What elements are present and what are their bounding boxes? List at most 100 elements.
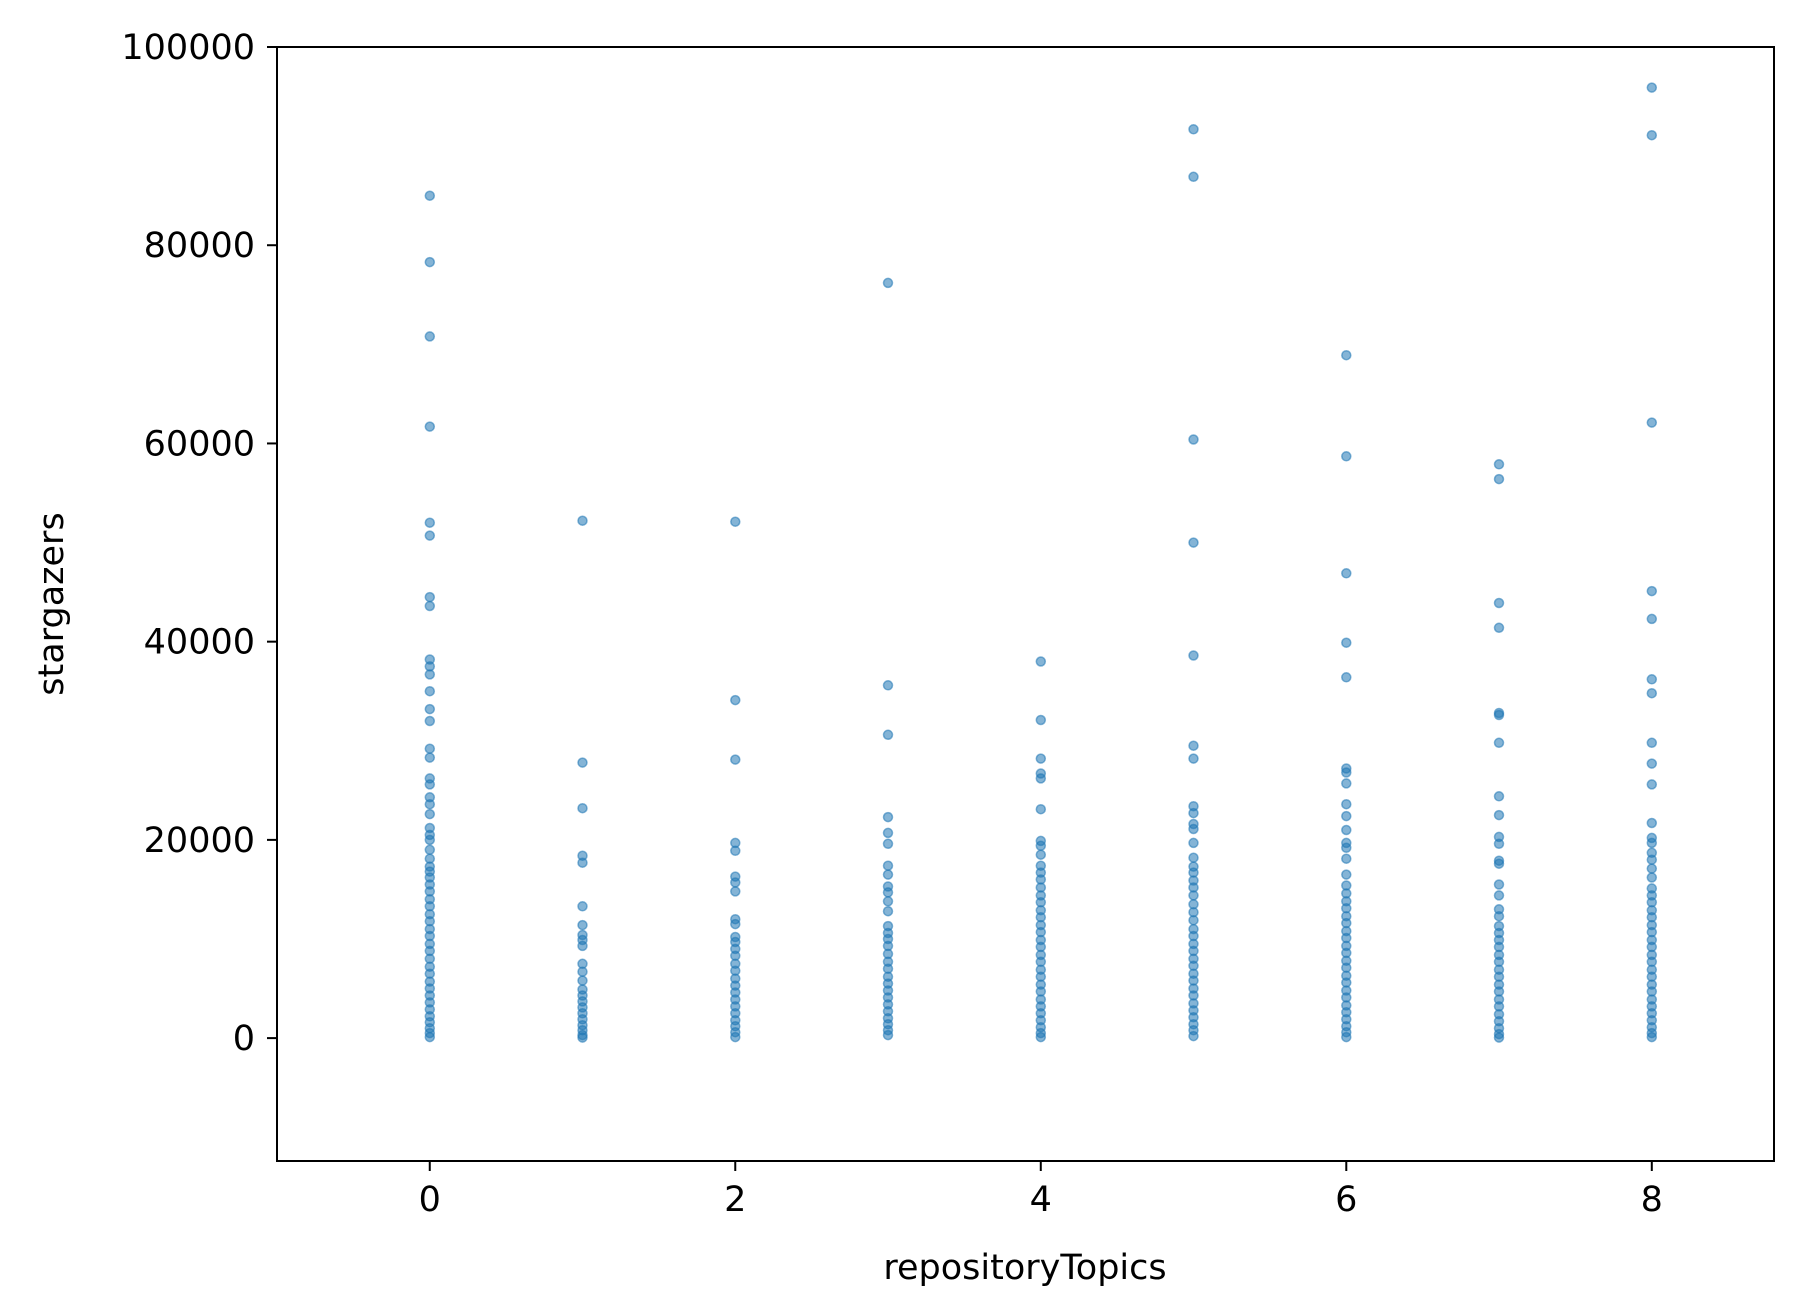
data-point <box>424 834 436 846</box>
data-point <box>424 844 436 856</box>
data-point <box>882 896 894 907</box>
data-point <box>1493 473 1505 485</box>
data-point <box>1493 858 1505 869</box>
data-point <box>1188 434 1199 445</box>
data-point <box>1341 568 1352 579</box>
data-point <box>1188 823 1199 835</box>
y-tick-label: 0 <box>233 1019 255 1059</box>
data-point <box>424 779 436 790</box>
data-point <box>1188 890 1199 901</box>
data-point <box>1646 82 1658 93</box>
data-point <box>1341 778 1352 789</box>
data-point <box>1035 753 1047 764</box>
data-point <box>1646 817 1658 829</box>
data-point <box>424 256 436 268</box>
data-point <box>1493 879 1505 890</box>
data-point <box>730 694 741 706</box>
data-point <box>1341 810 1352 822</box>
data-point <box>1493 890 1505 901</box>
data-point <box>1646 1031 1658 1043</box>
data-point <box>1035 849 1047 860</box>
data-point <box>1493 838 1505 850</box>
data-point <box>424 517 436 528</box>
data-point <box>1493 791 1505 802</box>
data-point <box>577 802 588 814</box>
y-tick-label: 100000 <box>121 28 255 68</box>
data-point <box>1035 1031 1047 1043</box>
data-point <box>1493 597 1505 609</box>
data-point <box>424 600 436 612</box>
data-point <box>1341 767 1352 778</box>
data-point <box>1035 714 1047 726</box>
x-tick-label: 0 <box>419 1180 441 1220</box>
data-point <box>577 1032 588 1043</box>
data-point <box>1493 910 1505 922</box>
data-point <box>1341 842 1352 854</box>
data-point <box>882 277 894 289</box>
data-point <box>577 857 588 868</box>
data-point <box>1035 656 1047 667</box>
data-point <box>424 743 436 754</box>
data-point <box>1188 807 1199 819</box>
data-point <box>1341 672 1352 683</box>
data-point <box>1341 451 1352 462</box>
data-point <box>1341 824 1352 836</box>
data-point <box>424 715 436 727</box>
data-point <box>1646 674 1658 685</box>
data-point <box>577 919 588 931</box>
data-point <box>577 940 588 952</box>
data-point <box>1341 349 1352 361</box>
data-point <box>730 1031 741 1043</box>
data-point <box>730 877 741 888</box>
data-point <box>424 190 436 201</box>
data-point <box>1188 171 1199 183</box>
data-point <box>577 966 588 977</box>
y-tick-label: 60000 <box>144 424 255 464</box>
data-point <box>730 845 741 857</box>
data-point <box>1646 779 1658 790</box>
data-point <box>730 754 741 765</box>
data-point <box>1188 1030 1199 1042</box>
x-tick-label: 6 <box>1335 1180 1357 1220</box>
data-point <box>882 905 894 917</box>
data-point <box>730 886 741 897</box>
data-point <box>1035 803 1047 815</box>
data-point <box>882 729 894 741</box>
data-point <box>1341 1031 1352 1043</box>
data-point <box>1188 124 1199 135</box>
x-tick-label: 4 <box>1030 1180 1052 1220</box>
data-point <box>1188 537 1199 548</box>
data-point <box>424 752 436 763</box>
data-point <box>1188 753 1199 764</box>
data-point <box>1493 459 1505 470</box>
data-point <box>424 669 436 680</box>
x-tick-label: 8 <box>1641 1180 1663 1220</box>
y-tick-label: 40000 <box>144 623 255 663</box>
data-points <box>424 82 1658 1043</box>
data-point <box>1341 637 1352 648</box>
data-point <box>1035 773 1047 784</box>
data-point <box>577 975 588 986</box>
y-tick-label: 20000 <box>144 821 255 861</box>
data-point <box>1188 852 1199 863</box>
data-point <box>882 860 894 871</box>
data-point <box>1646 863 1658 874</box>
data-point <box>424 808 436 820</box>
data-point <box>577 757 588 768</box>
data-point <box>1646 872 1658 883</box>
data-point <box>1035 840 1047 852</box>
data-point <box>424 798 436 810</box>
data-point <box>1493 809 1505 821</box>
x-tick-label: 2 <box>724 1180 746 1220</box>
data-point <box>1341 853 1352 864</box>
data-point <box>1493 622 1505 634</box>
data-point <box>882 869 894 880</box>
data-point <box>424 331 436 342</box>
y-axis-label: stargazers <box>32 512 72 695</box>
data-point <box>424 1031 436 1043</box>
data-point <box>1493 737 1505 749</box>
data-point <box>424 685 436 697</box>
data-point <box>882 827 894 839</box>
